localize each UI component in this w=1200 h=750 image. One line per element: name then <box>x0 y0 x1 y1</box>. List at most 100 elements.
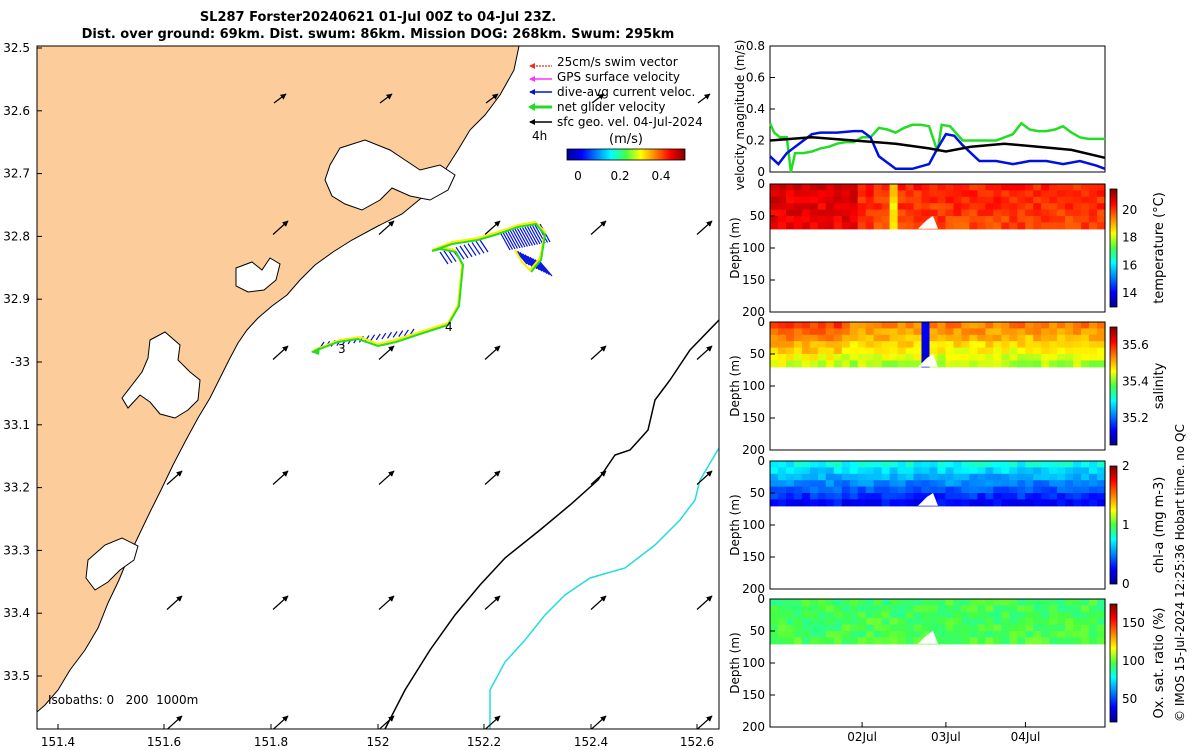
heatmap-cell <box>913 473 923 481</box>
heatmap-cell <box>1041 637 1050 645</box>
heatmap-cell <box>1049 216 1058 223</box>
heatmap-cell <box>897 486 907 494</box>
heatmap-cell <box>969 486 978 494</box>
heatmap-cell <box>1097 599 1106 606</box>
heatmap-cell <box>801 599 811 606</box>
heatmap-cell <box>809 360 819 368</box>
heatmap-cell <box>937 190 947 198</box>
heatmap-cell <box>953 605 963 613</box>
heatmap-cell <box>977 209 986 217</box>
heatmap-cell <box>833 347 843 355</box>
velocity-ytick-label: 0 <box>757 165 765 179</box>
heatmap-colorbar-tick: 20 <box>1122 203 1137 217</box>
heatmap-cell <box>897 631 907 638</box>
heatmap-cell <box>1033 611 1042 619</box>
heatmap-cell <box>929 209 939 217</box>
heatmap-cell <box>969 328 978 336</box>
sfc-geo-arrow <box>696 595 713 610</box>
heatmap-cell <box>897 184 907 191</box>
isobath-1000 <box>489 447 719 729</box>
heatmap-cell <box>1033 184 1042 191</box>
heatmap-cell <box>778 461 787 468</box>
heatmap-cell <box>1081 360 1090 368</box>
heatmap-cell <box>889 605 899 613</box>
heatmap-cell <box>945 624 955 632</box>
heatmap-cell <box>841 499 851 507</box>
heatmap-cell <box>897 493 907 500</box>
heatmap-cell <box>1089 328 1098 336</box>
heatmap-cell <box>977 499 986 507</box>
heatmap-cell <box>1065 184 1074 191</box>
heatmap-cell <box>905 480 915 488</box>
heatmap-colorbar-tick: 16 <box>1122 258 1137 272</box>
heatmap-cell <box>841 611 851 619</box>
heatmap-cell <box>857 493 867 500</box>
heatmap-cell <box>985 605 994 613</box>
heatmap-cell <box>889 618 899 626</box>
heatmap-cell <box>770 209 779 217</box>
heatmap-cell <box>913 334 923 342</box>
heatmap-cell <box>793 322 803 329</box>
velocity-axes-box <box>769 45 1106 173</box>
heatmap-cell <box>849 461 859 468</box>
heatmap-cell <box>905 184 915 191</box>
heatmap-cell <box>945 480 955 488</box>
heatmap-cell <box>1081 624 1090 632</box>
heatmap-cell <box>985 473 994 481</box>
heatmap-cell <box>1009 461 1018 468</box>
heatmap-cell <box>969 631 978 638</box>
heatmap-cell <box>865 360 875 368</box>
heatmap-cell <box>913 222 923 230</box>
heatmap-cell <box>770 334 779 342</box>
heatmap-cell <box>873 480 883 488</box>
heatmap-cell <box>1049 328 1058 336</box>
heatmap-cell <box>889 486 899 494</box>
heatmap-cell <box>778 347 787 355</box>
heatmap-cell <box>1033 493 1042 500</box>
heatmap-cell <box>993 461 1002 468</box>
heatmap-cell <box>985 461 994 468</box>
sfc-geo-arrow <box>272 715 289 729</box>
lon-tick-label: 152.4 <box>574 735 608 749</box>
heatmap-cell <box>1001 322 1010 329</box>
heatmap-cell <box>1089 624 1098 632</box>
heatmap-cell <box>977 341 986 349</box>
heatmap-cell <box>1017 486 1026 494</box>
heatmap-cell <box>841 209 851 217</box>
heatmap-cell <box>1049 360 1058 368</box>
heatmap-cell <box>865 480 875 488</box>
heatmap-cell <box>1001 486 1010 494</box>
heatmap-cell <box>1009 618 1018 626</box>
track-day-label-3: 3 <box>338 342 346 356</box>
heatmap-cell <box>1049 341 1058 349</box>
heatmap-cell <box>817 216 827 223</box>
heatmap-cell <box>849 473 859 481</box>
heatmap-cell <box>953 467 963 475</box>
heatmap-cell <box>1081 203 1090 211</box>
heatmap-cell <box>945 184 955 191</box>
heatmap-cell <box>977 196 986 204</box>
heatmap-cell <box>889 347 899 355</box>
sfc-geo-arrow <box>591 93 605 104</box>
heatmap-cell <box>778 480 787 488</box>
heatmap-cell <box>1001 637 1010 645</box>
heatmap-cell <box>889 599 899 606</box>
heatmap-cell <box>1057 499 1066 507</box>
heatmap-cell <box>817 190 827 198</box>
heatmap-cell <box>1001 624 1010 632</box>
heatmap-cell <box>889 499 899 507</box>
heatmap-cell <box>865 467 875 475</box>
heatmap-cell <box>897 605 907 613</box>
heatmap-cell <box>881 467 891 475</box>
heatmap-cell <box>953 196 963 204</box>
dive-avg-vector <box>459 245 469 259</box>
heatmap-cell <box>945 473 955 481</box>
heatmap-cell <box>1097 461 1106 468</box>
heatmap-cell <box>1009 209 1018 217</box>
heatmap-cell <box>793 599 803 606</box>
heatmap-cell <box>1033 222 1042 230</box>
heatmap-cell <box>1041 184 1050 191</box>
heatmap-cell <box>897 203 907 211</box>
heatmap-cell <box>1073 605 1082 613</box>
heatmap-cell <box>849 467 859 475</box>
